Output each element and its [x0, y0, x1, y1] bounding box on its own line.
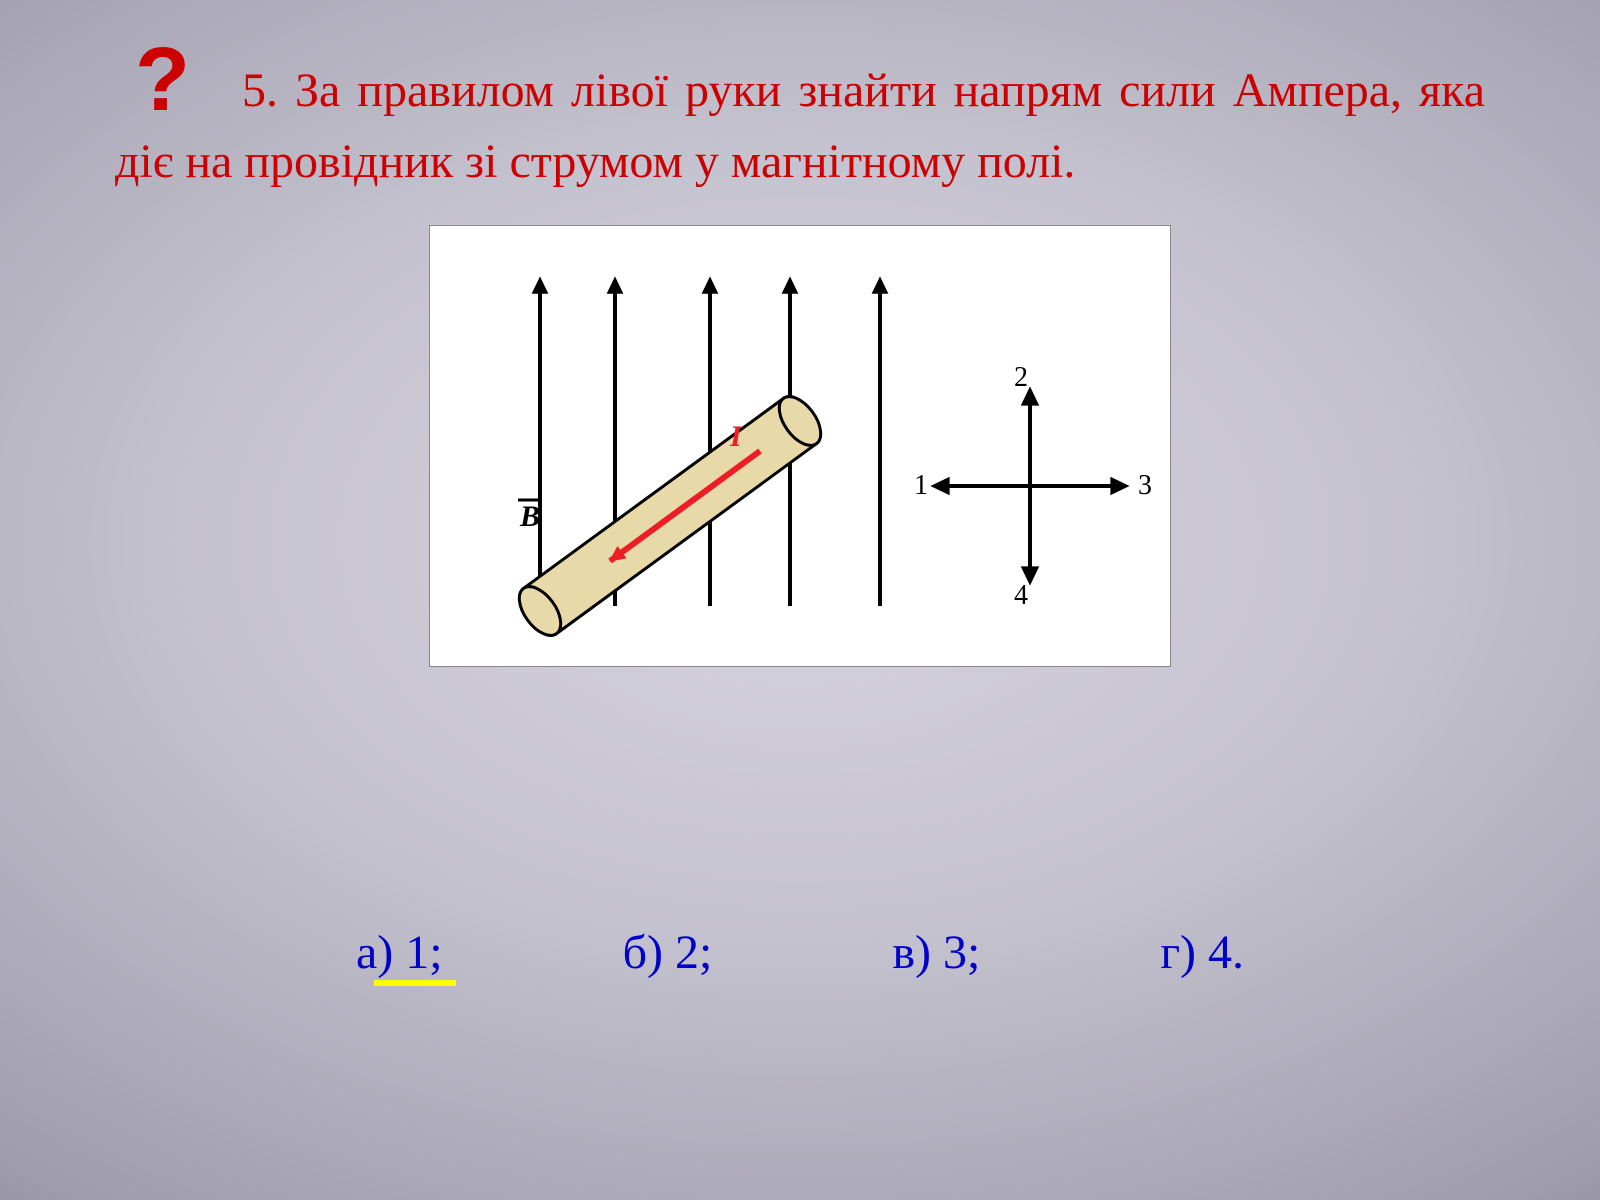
svg-text:I: I — [729, 420, 743, 453]
diagram-container: B I 1 2 3 4 — [115, 225, 1485, 667]
svg-text:2: 2 — [1014, 362, 1028, 393]
correct-underline — [374, 980, 456, 986]
physics-diagram: B I 1 2 3 4 — [429, 225, 1171, 667]
answer-options: а) 1; б) 2; в) 3; г) 4. — [0, 925, 1600, 980]
svg-text:B: B — [519, 500, 540, 533]
answer-g[interactable]: г) 4. — [1160, 925, 1244, 980]
slide: ? 5. За правилом лівої руки знайти напря… — [0, 0, 1600, 1200]
answer-a-label: а) 1; — [356, 926, 443, 979]
answer-a[interactable]: а) 1; — [356, 925, 443, 980]
answer-v[interactable]: в) 3; — [892, 925, 980, 980]
svg-text:1: 1 — [914, 470, 928, 501]
svg-text:4: 4 — [1014, 580, 1028, 611]
question-line1: 5. За правилом лівої руки знайти напрям … — [242, 64, 1216, 117]
svg-text:3: 3 — [1138, 470, 1152, 501]
answer-b[interactable]: б) 2; — [623, 925, 713, 980]
question-mark-icon: ? — [135, 29, 190, 132]
question-text: 5. За правилом лівої руки знайти напрям … — [115, 55, 1485, 197]
question-block: ? 5. За правилом лівої руки знайти напря… — [115, 55, 1485, 197]
